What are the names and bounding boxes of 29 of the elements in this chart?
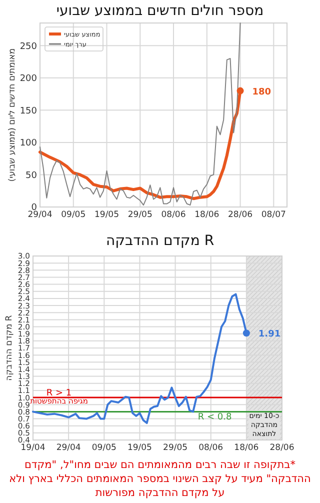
y-tick-label: 200 (20, 74, 38, 84)
y-tick-label: 250 (20, 42, 38, 52)
x-tick-label: 09/05 (61, 210, 86, 220)
y-tick-label: 50 (26, 170, 38, 181)
x-tick-label: 29/05 (163, 443, 188, 453)
x-tick-label: 29/04 (56, 443, 81, 453)
x-tick-label: 08/06 (161, 210, 186, 220)
x-tick-label: 08/06 (198, 443, 224, 453)
x-tick-label: 19/05 (94, 210, 120, 220)
x-tick-label: 09/05 (92, 443, 116, 453)
line-series (40, 22, 241, 206)
x-tick-label: 28/06 (270, 443, 294, 453)
x-tick-label: 29/05 (128, 210, 152, 220)
x-tick-label: 18/06 (234, 443, 259, 453)
chart-title: מספר חולים חדשים בממוצע שבועי (56, 3, 264, 19)
x-tick-label: 18/06 (194, 210, 220, 220)
ref-line-label: R < 0.8 (198, 412, 232, 423)
x-tick-label: 19/04 (20, 443, 46, 453)
y-axis-title: מקדם ההדבקה R (4, 315, 14, 381)
y-tick-label: 150 (20, 106, 38, 116)
chart-title: מקדם ההדבקה R (106, 233, 214, 249)
x-tick-label: 19/05 (127, 443, 152, 453)
annotation: 180 (252, 87, 272, 98)
y-axis-title: מאומתים חדשים ליום (ממוצע שבועי) (7, 48, 18, 182)
y-tick-label: 100 (20, 138, 38, 149)
annotation: 1.91 (258, 330, 281, 340)
text: *בתקופה זו שבה רבים מהמאומתים הם שבים מחו"ל, "מקדם ההדבקה" מעיד על קצב השינוי במספר המאומתים הכללי בארץ ולא על מקדם ההדבקה מפורשות (8, 458, 312, 500)
x-tick-label: 08/07 (261, 210, 286, 220)
x-tick-label: 28/06 (228, 210, 253, 220)
